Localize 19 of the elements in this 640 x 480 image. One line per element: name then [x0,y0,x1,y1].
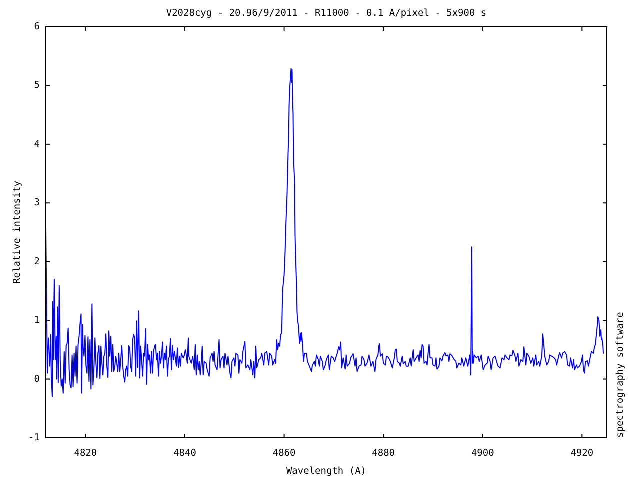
x-tick-label: 4920 [570,448,594,459]
x-tick-label: 4840 [174,448,197,459]
chart-title: V2028cyg - 20.96/9/2011 - R11000 - 0.1 A/pixel - 5x900 s [166,8,487,19]
y-tick-label: 3 [34,198,40,209]
y-tick-label: 0 [34,374,40,385]
y-tick-label: 4 [34,138,40,150]
x-tick-label: 4900 [471,448,495,459]
y-axis-title: Relative intensity [12,180,22,284]
x-tick-label: 4860 [272,448,296,459]
x-tick-label: 4880 [372,448,396,459]
y-tick-label: 1 [34,315,40,326]
y-tick-label: 6 [34,22,40,32]
y-tick-label: 2 [34,256,40,268]
line-series [46,68,604,398]
x-axis-title: Wavelength (A) [286,466,367,477]
x-tick-label: 4820 [74,448,98,459]
y-tick-label: 5 [34,80,40,92]
y-tick-label: -1 [28,432,40,444]
text: spectrography software [614,312,626,438]
